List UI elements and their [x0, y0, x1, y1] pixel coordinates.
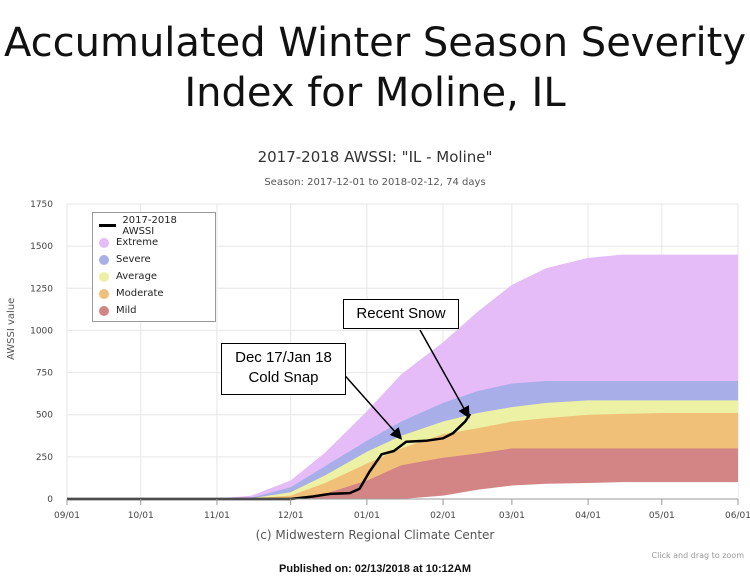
zoom-hint: Click and drag to zoom	[651, 551, 744, 560]
legend-label: Moderate	[116, 288, 164, 299]
axes: 0 250 500 750 1000 1250 1500 1750 09/01 10/01 11/0…	[30, 200, 750, 521]
x-tick-label: 12/01	[278, 511, 304, 521]
legend-label: Extreme	[116, 237, 159, 248]
x-tick-label: 09/01	[54, 511, 80, 521]
recent-snow-arrow	[419, 329, 470, 419]
y-tick-label: 1750	[30, 200, 53, 210]
x-tick-label: 10/01	[128, 511, 154, 521]
slide-title: Accumulated Winter Season Severity Index…	[0, 18, 750, 118]
y-tick-label: 0	[47, 495, 53, 505]
legend-line-swatch	[99, 224, 117, 227]
legend-item-mild[interactable]: Mild	[99, 302, 209, 319]
legend-item-extreme[interactable]: Extreme	[99, 234, 209, 251]
legend-dot-moderate	[99, 288, 109, 299]
x-tick-label: 05/01	[649, 511, 675, 521]
y-tick-label: 250	[36, 453, 53, 463]
y-tick-label: 1500	[30, 242, 53, 252]
callout-text-line2: Cold Snap	[248, 369, 319, 386]
callout-text: Recent Snow	[356, 305, 446, 322]
chart-legend: 2017-2018 AWSSI Extreme Severe Average M…	[92, 212, 216, 322]
callout-arrows	[339, 329, 470, 440]
x-tick-label: 03/01	[499, 511, 525, 521]
x-tick-label: 04/01	[575, 511, 601, 521]
y-axis-label: AWSSI value	[6, 297, 17, 360]
chart-title: 2017-2018 AWSSI: "IL - Moline"	[257, 148, 493, 166]
legend-label: Severe	[116, 254, 151, 265]
legend-dot-severe	[99, 254, 109, 265]
legend-item-awssi[interactable]: 2017-2018 AWSSI	[99, 214, 209, 237]
band-floor-mask	[67, 482, 738, 499]
y-tick-label: 1000	[30, 326, 53, 336]
legend-dot-average	[99, 271, 109, 282]
legend-label: Average	[116, 271, 158, 282]
legend-dot-extreme	[99, 237, 109, 248]
x-tick-label: 02/01	[430, 511, 456, 521]
x-tick-label: 11/01	[204, 511, 230, 521]
x-tick-label: 01/01	[354, 511, 380, 521]
y-tick-label: 1250	[30, 284, 53, 294]
legend-item-average[interactable]: Average	[99, 268, 209, 285]
slide-title-line1: Accumulated Winter Season Severity	[3, 20, 746, 66]
recent-snow-callout: Recent Snow	[343, 299, 459, 329]
chart-credit: (c) Midwestern Regional Climate Center	[255, 528, 495, 542]
legend-label: Mild	[116, 305, 137, 316]
legend-label: 2017-2018 AWSSI	[122, 214, 177, 237]
climatology-bands	[67, 254, 738, 499]
slide-title-line2: Index for Moline, IL	[184, 70, 566, 116]
y-tick-label: 750	[36, 369, 53, 379]
cold-snap-arrow	[339, 369, 403, 440]
cold-snap-callout: Dec 17/Jan 18 Cold Snap	[221, 343, 346, 395]
callout-text-line1: Dec 17/Jan 18	[235, 349, 332, 366]
published-timestamp: Published on: 02/13/2018 at 10:12AM	[279, 563, 471, 575]
x-tick-label: 06/01	[725, 511, 750, 521]
legend-item-severe[interactable]: Severe	[99, 251, 209, 268]
legend-dot-mild	[99, 305, 109, 316]
legend-item-moderate[interactable]: Moderate	[99, 285, 209, 302]
y-tick-label: 500	[36, 411, 53, 421]
chart-subtitle: Season: 2017-12-01 to 2018-02-12, 74 day…	[264, 177, 486, 188]
